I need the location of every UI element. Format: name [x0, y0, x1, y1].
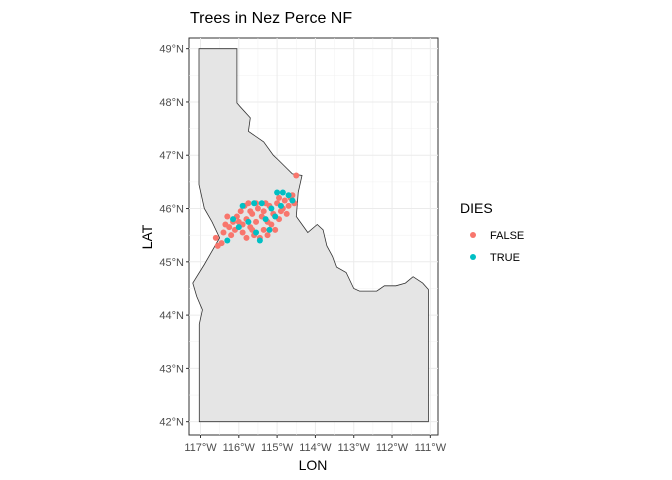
point-false	[260, 226, 267, 233]
point-false	[253, 218, 260, 225]
point-true	[285, 192, 292, 199]
x-tick-label: 111°W	[415, 442, 447, 454]
point-false	[268, 221, 275, 228]
plot-title: Trees in Nez Perce NF	[190, 10, 352, 27]
point-false	[264, 232, 271, 239]
y-tick-label: 43°N	[159, 363, 184, 375]
point-true	[272, 213, 279, 220]
y-tick-label: 49°N	[159, 44, 184, 56]
point-true	[253, 229, 260, 236]
y-tick-label: 44°N	[159, 310, 184, 322]
point-false	[245, 200, 252, 207]
point-true	[266, 226, 273, 233]
point-false	[281, 197, 288, 204]
point-false	[237, 208, 244, 215]
point-true	[251, 200, 258, 207]
y-tick-label: 48°N	[159, 97, 184, 109]
point-true	[235, 224, 242, 231]
point-false	[239, 229, 246, 236]
point-false	[228, 232, 235, 239]
point-false	[220, 229, 227, 236]
legend-label-false: FALSE	[490, 230, 524, 242]
legend-title: DIES	[460, 200, 493, 216]
point-true	[289, 197, 296, 204]
point-true	[268, 205, 275, 212]
state-boundary	[192, 48, 429, 423]
point-true	[274, 189, 281, 196]
legend: DIES FALSE TRUE	[460, 200, 524, 264]
point-false	[285, 202, 292, 209]
x-tick-label: 114°W	[299, 442, 332, 454]
y-tick-label: 46°N	[159, 204, 184, 216]
x-tick-label: 117°W	[184, 442, 217, 454]
point-false	[247, 208, 254, 215]
point-false	[218, 240, 225, 247]
point-false	[283, 210, 290, 217]
point-true	[258, 200, 265, 207]
point-true	[245, 218, 252, 225]
y-axis-ticks: 42°N 43°N 44°N 45°N 46°N 47°N 48°N 49°N	[159, 44, 189, 429]
point-true	[230, 216, 237, 223]
point-true	[279, 189, 286, 196]
x-tick-label: 115°W	[261, 442, 294, 454]
x-axis-ticks: 117°W 116°W 115°W 114°W 113°W 112°W 111°W	[184, 435, 447, 454]
point-false	[272, 226, 279, 233]
point-true	[256, 237, 263, 244]
legend-key-true	[470, 254, 476, 260]
legend-key-false	[470, 232, 476, 238]
point-true	[277, 202, 284, 209]
point-true	[239, 202, 246, 209]
x-axis-title: LON	[299, 457, 328, 473]
point-false	[226, 224, 233, 231]
y-tick-label: 47°N	[159, 150, 184, 162]
x-tick-label: 113°W	[338, 442, 371, 454]
legend-label-true: TRUE	[490, 252, 520, 264]
point-true	[262, 216, 269, 223]
point-true	[224, 237, 231, 244]
point-false	[293, 172, 300, 179]
point-false	[260, 208, 267, 215]
x-tick-label: 116°W	[223, 442, 256, 454]
points-layer	[212, 172, 300, 249]
point-false	[243, 234, 250, 241]
point-false	[276, 194, 283, 201]
point-false	[254, 205, 261, 212]
x-tick-label: 112°W	[376, 442, 409, 454]
y-tick-label: 45°N	[159, 257, 184, 269]
point-false	[224, 213, 231, 220]
y-tick-label: 42°N	[159, 417, 184, 429]
y-axis-title: LAT	[139, 224, 155, 249]
point-false	[212, 234, 219, 241]
